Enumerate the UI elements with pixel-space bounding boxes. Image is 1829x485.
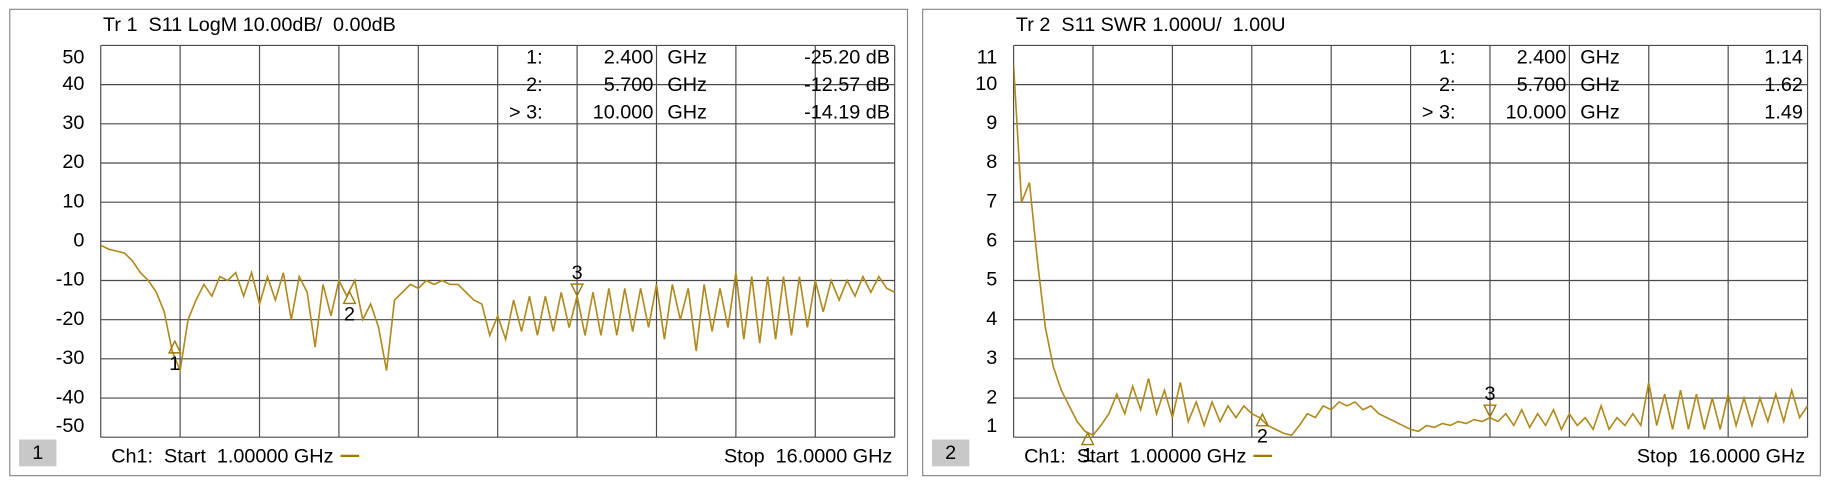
- y-tick-label: 8: [986, 151, 997, 173]
- marker-unit: GHz: [667, 47, 707, 69]
- y-tick-label: 40: [62, 73, 84, 95]
- marker-value: 1.49: [1764, 101, 1803, 123]
- panel-number-box: [19, 439, 57, 467]
- start-frequency: Ch1: Start 1.00000 GHz: [111, 445, 333, 467]
- marker-triangle: [570, 283, 585, 298]
- marker-unit: GHz: [1580, 47, 1620, 69]
- marker-triangle: [1080, 431, 1095, 446]
- y-tick-label: 4: [986, 308, 997, 330]
- stop-frequency: Stop 16.0000 GHz: [724, 445, 892, 467]
- marker-tag: 2: [1257, 426, 1268, 448]
- marker-triangle: [167, 339, 182, 354]
- y-tick-label: 7: [986, 190, 997, 212]
- marker-name: > 3:: [1422, 101, 1456, 123]
- y-tick-label: 11: [977, 47, 998, 69]
- marker-tag: 1: [169, 353, 180, 375]
- y-tick-label: -40: [56, 386, 85, 408]
- marker-triangle: [1483, 404, 1497, 419]
- marker-name: 2:: [526, 74, 543, 96]
- y-tick-label: 0: [73, 230, 84, 252]
- y-tick-label: 5: [986, 269, 997, 291]
- marker-value: -25.20 dB: [804, 47, 890, 69]
- marker-unit: GHz: [667, 74, 707, 96]
- y-tick-label: 9: [986, 112, 997, 134]
- marker-frequency: 5.700: [1517, 74, 1567, 96]
- marker-unit: GHz: [1580, 74, 1620, 96]
- marker-value: 1.14: [1764, 47, 1803, 69]
- y-tick-label: 20: [62, 151, 84, 173]
- trace-group: [1013, 65, 1808, 437]
- trace-title: Tr 2 S11 SWR 1.000U/ 1.00U: [1016, 14, 1286, 36]
- marker-value: 1.62: [1764, 74, 1803, 96]
- marker-tag: 1: [1082, 444, 1093, 466]
- y-tick-label: -20: [56, 308, 85, 330]
- trace-title: Tr 1 S11 LogM 10.00dB/ 0.00dB: [103, 14, 396, 36]
- y-tick-label: 3: [986, 347, 997, 369]
- y-tick-label: 30: [62, 112, 84, 134]
- marker-frequency: 10.000: [593, 101, 654, 123]
- start-frequency: Ch1: Start 1.00000 GHz: [1024, 445, 1246, 467]
- y-tick-label: 50: [62, 47, 84, 69]
- panel-number: 2: [945, 442, 956, 464]
- marker-unit: GHz: [1580, 101, 1620, 123]
- trace-group: [100, 244, 895, 374]
- marker-tag: 3: [572, 262, 583, 284]
- y-tick-label: -10: [56, 269, 85, 291]
- marker-name: 2:: [1439, 74, 1456, 96]
- y-tick-label: 6: [986, 230, 997, 252]
- marker-frequency: 2.400: [1517, 47, 1567, 69]
- marker-name: 1:: [526, 47, 543, 69]
- trace: [100, 244, 895, 374]
- stop-frequency: Stop 16.0000 GHz: [1637, 445, 1805, 467]
- y-tick-label: 10: [62, 190, 84, 212]
- y-tick-label: 2: [986, 386, 997, 408]
- marker-value: -14.19 dB: [804, 101, 890, 123]
- marker-frequency: 2.400: [604, 47, 654, 69]
- trace: [1013, 65, 1808, 437]
- y-tick-label: 10: [975, 73, 997, 95]
- marker-unit: GHz: [667, 101, 707, 123]
- marker-value: -12.57 dB: [804, 74, 890, 96]
- y-tick-label: -30: [56, 347, 85, 369]
- panel-number-box: [931, 439, 970, 467]
- marker-tag: 2: [344, 303, 355, 325]
- marker-tag: 3: [1484, 383, 1495, 405]
- y-tick-label: -50: [56, 415, 85, 437]
- marker-triangle: [1255, 412, 1270, 427]
- marker-frequency: 10.000: [1506, 101, 1567, 123]
- marker-triangle: [342, 290, 357, 305]
- marker-frequency: 5.700: [604, 74, 654, 96]
- panel-border: [9, 8, 909, 477]
- y-tick-label: 1: [986, 415, 997, 437]
- marker-name: > 3:: [509, 101, 543, 123]
- marker-name: 1:: [1439, 47, 1456, 69]
- panel-number: 1: [32, 442, 43, 464]
